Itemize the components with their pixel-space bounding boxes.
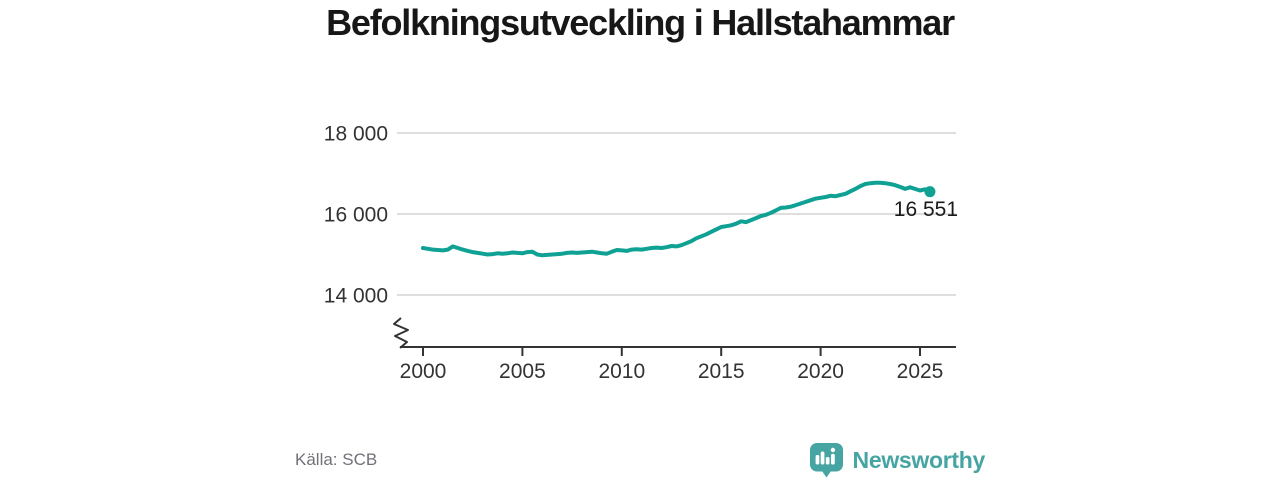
newsworthy-brand: Newsworthy <box>809 442 985 478</box>
x-axis-tick-label: 2015 <box>698 360 745 383</box>
axis-break-icon <box>393 317 409 349</box>
x-axis-tick-label: 2020 <box>797 360 844 383</box>
logo-bar-3 <box>825 457 830 465</box>
x-axis-tick-label: 2000 <box>400 360 447 383</box>
x-axis-tick-label: 2005 <box>499 360 546 383</box>
source-label: Källa: SCB <box>295 450 378 469</box>
logo-bar-1 <box>815 455 819 465</box>
chart-footer: Källa: SCB Newsworthy <box>295 441 985 479</box>
x-axis-tick-label: 2025 <box>897 360 944 383</box>
end-point-dot <box>924 186 936 198</box>
y-axis-tick-label: 14 000 <box>324 285 388 308</box>
newsworthy-logo-icon <box>809 443 843 478</box>
logo-exclamation-bar <box>830 453 835 465</box>
chart-title: Befolkningsutveckling i Hallstahammar <box>326 2 955 43</box>
logo-exclamation-dot <box>830 447 835 453</box>
logo-bubble-shape <box>809 443 843 472</box>
logo-bar-2 <box>820 451 824 465</box>
brand-name: Newsworthy <box>852 446 986 473</box>
x-axis-tick-label: 2010 <box>598 360 645 383</box>
y-axis-tick-label: 18 000 <box>324 123 388 146</box>
population-line <box>421 180 932 258</box>
y-axis-tick-label: 16 000 <box>324 204 388 227</box>
logo-bubble-tail <box>821 471 831 478</box>
end-point-value-label: 16 551 <box>894 198 958 221</box>
